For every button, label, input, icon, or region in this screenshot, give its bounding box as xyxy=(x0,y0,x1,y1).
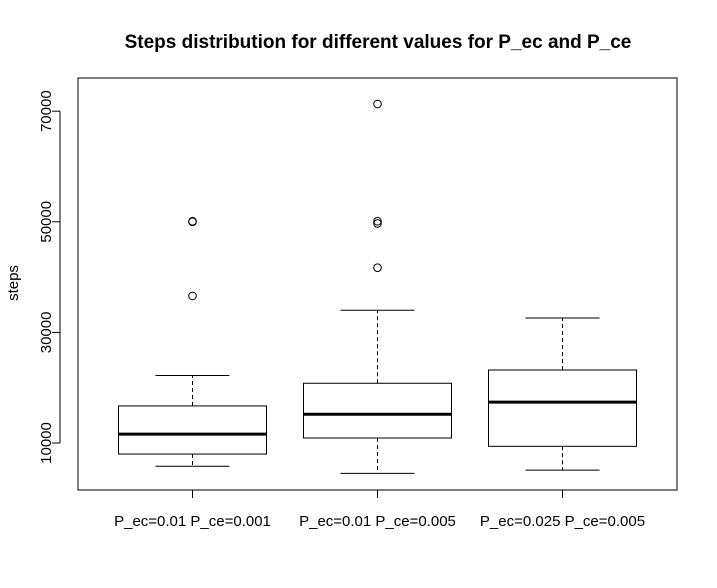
box xyxy=(303,382,452,439)
y-tick-label: 50000 xyxy=(38,201,55,243)
x-axis: P_ec=0.01 P_ce=0.001 P_ec=0.01 P_ce=0.005… xyxy=(114,489,645,530)
y-tick-label: 30000 xyxy=(38,312,55,354)
outlier-point xyxy=(373,99,382,109)
chart-title: Steps distribution for different values … xyxy=(125,32,632,53)
y-tick-label: 10000 xyxy=(38,422,55,464)
outlier-point xyxy=(373,263,382,272)
x-tick-label: P_ec=0.01 P_ce=0.001 xyxy=(114,513,271,530)
box-series xyxy=(118,99,637,474)
box-group xyxy=(303,99,452,474)
box-group xyxy=(488,317,637,471)
x-tick-label: P_ec=0.01 P_ce=0.005 xyxy=(299,513,456,530)
plot-frame xyxy=(77,77,678,491)
x-tick-label: P_ec=0.025 P_ce=0.005 xyxy=(480,513,645,530)
outlier-point xyxy=(373,219,382,228)
y-axis: 10000 30000 50000 70000 xyxy=(38,90,61,464)
box xyxy=(488,369,637,447)
outlier-point xyxy=(188,216,197,226)
box xyxy=(118,405,267,455)
box-group xyxy=(118,216,267,467)
y-tick-label: 70000 xyxy=(38,90,55,132)
y-axis-label: steps xyxy=(5,265,22,301)
outlier-point xyxy=(373,216,382,226)
outlier-point xyxy=(188,291,197,301)
